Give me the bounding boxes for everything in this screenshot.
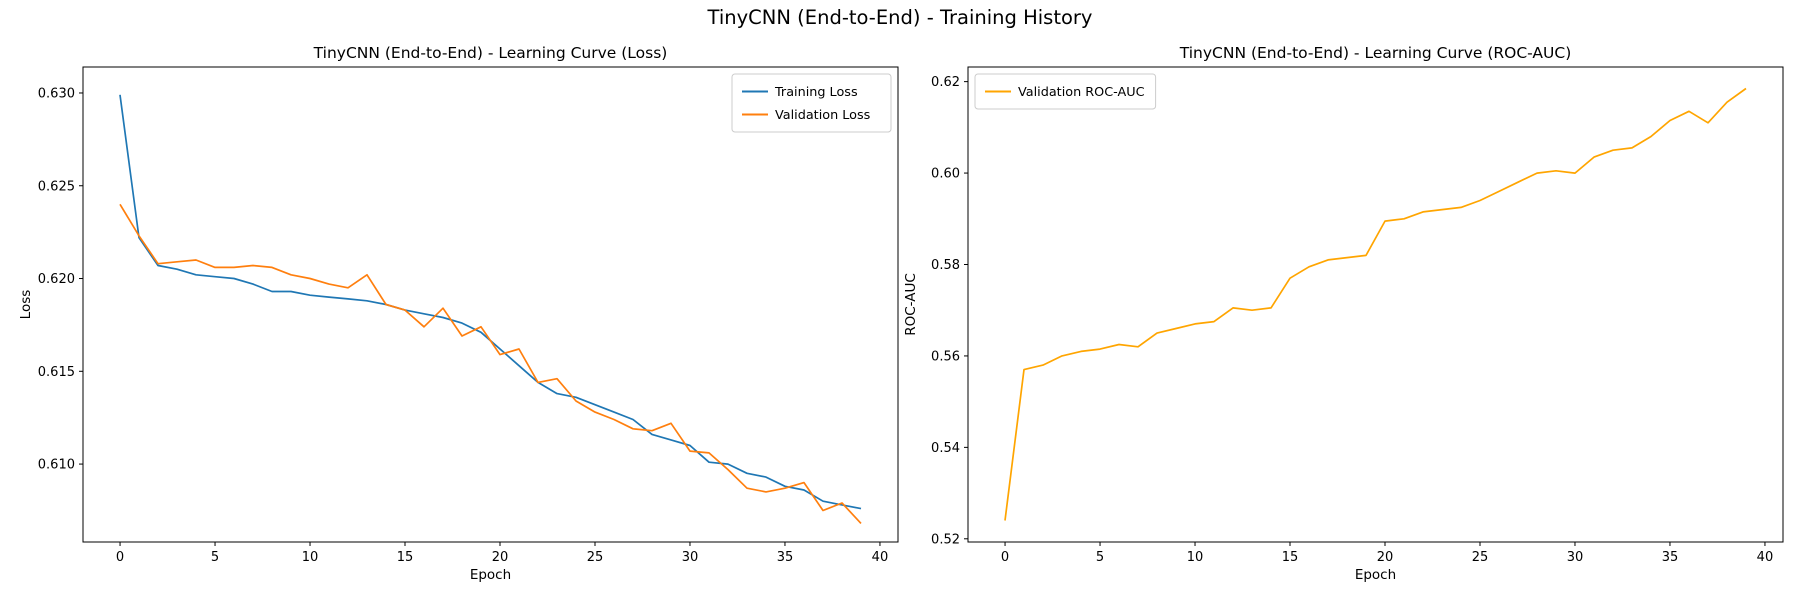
x-tick-label: 15 (397, 550, 414, 565)
y-tick-label: 0.615 (38, 365, 75, 380)
y-tick-label: 0.58 (931, 258, 960, 273)
roc-auc-learning-curve-chart: TinyCNN (End-to-End) - Learning Curve (R… (900, 0, 1800, 600)
x-tick-label: 25 (587, 550, 604, 565)
loss-learning-curve-chart: TinyCNN (End-to-End) - Learning Curve (L… (18, 44, 899, 583)
x-tick-label: 20 (492, 550, 509, 565)
x-tick-label: 0 (116, 550, 124, 565)
legend-label: Validation ROC-AUC (1018, 85, 1145, 100)
x-tick-label: 5 (211, 550, 219, 565)
y-tick-label: 0.630 (38, 86, 75, 101)
x-tick-label: 35 (777, 550, 794, 565)
loss-curve-svg: TinyCNN (End-to-End) - Learning Curve (L… (18, 44, 899, 583)
x-tick-label: 0 (1001, 550, 1009, 565)
legend-label: Training Loss (774, 85, 858, 100)
x-tick-label: 15 (1282, 550, 1299, 565)
plot-title: TinyCNN (End-to-End) - Learning Curve (L… (313, 44, 668, 62)
legend: Validation ROC-AUC (974, 73, 1157, 110)
y-tick-label: 0.60 (931, 167, 960, 182)
legend-box (974, 73, 1157, 110)
x-axis-label: Epoch (470, 567, 511, 583)
y-tick-label: 0.52 (931, 532, 960, 547)
validation-roc-auc-line (1004, 87, 1747, 521)
x-tick-label: 25 (1472, 550, 1489, 565)
x-tick-label: 10 (1187, 550, 1204, 565)
training-loss-line (119, 94, 862, 510)
legend: Training Loss Validation Loss (731, 73, 892, 133)
y-axis-label: ROC-AUC (903, 273, 919, 336)
x-tick-label: 20 (1377, 550, 1394, 565)
x-tick-label: 40 (1757, 550, 1774, 565)
axes-frame (82, 66, 899, 543)
validation-loss-line (119, 203, 862, 524)
y-tick-label: 0.56 (931, 349, 960, 364)
y-tick-label: 0.625 (38, 179, 75, 194)
legend-box (731, 73, 892, 133)
y-tick-label: 0.54 (931, 441, 960, 456)
y-tick-label: 0.62 (931, 75, 960, 90)
roc-auc-curve-svg: TinyCNN (End-to-End) - Learning Curve (R… (903, 44, 1784, 583)
x-tick-label: 30 (682, 550, 699, 565)
x-tick-label: 40 (872, 550, 889, 565)
x-tick-label: 5 (1096, 550, 1104, 565)
y-axis-label: Loss (18, 290, 34, 320)
x-tick-label: 35 (1662, 550, 1679, 565)
figure-title: TinyCNN (End-to-End) - Training History (707, 6, 1093, 29)
x-tick-label: 30 (1567, 550, 1584, 565)
x-tick-label: 10 (302, 550, 319, 565)
axes-frame (967, 66, 1784, 543)
x-axis-label: Epoch (1355, 567, 1396, 583)
plot-title: TinyCNN (End-to-End) - Learning Curve (R… (1179, 44, 1572, 62)
legend-label: Validation Loss (775, 108, 871, 123)
y-tick-label: 0.620 (38, 272, 75, 287)
y-tick-label: 0.610 (38, 458, 75, 473)
